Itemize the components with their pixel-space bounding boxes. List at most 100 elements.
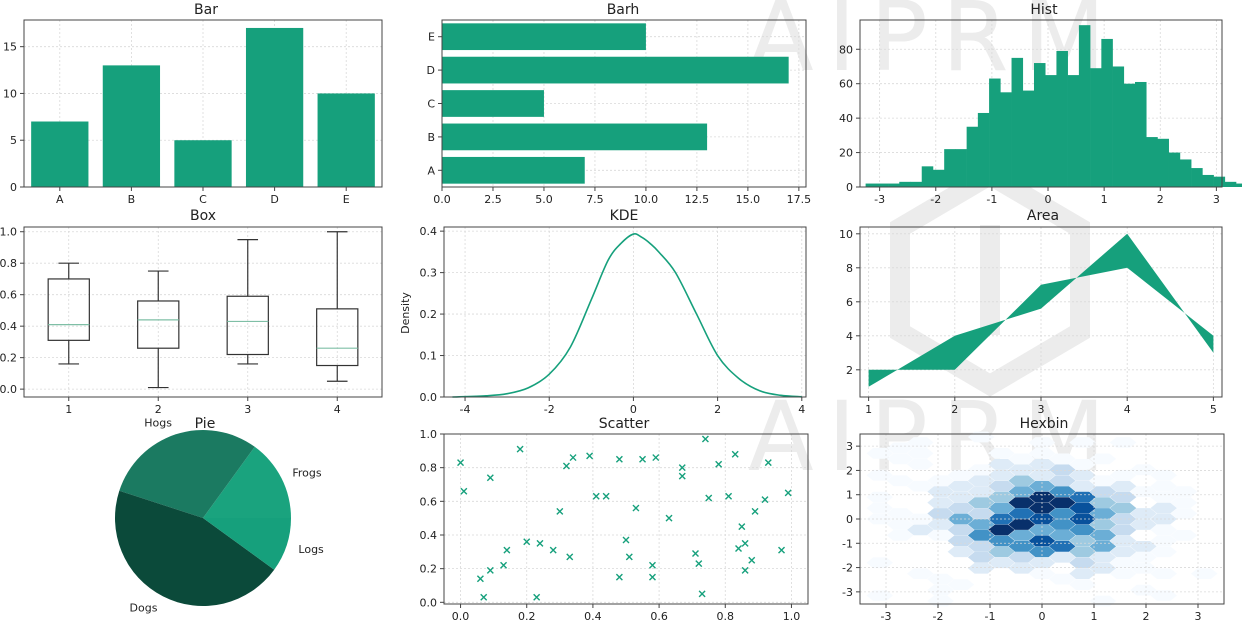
scatter-ytick-label: 1.0 bbox=[420, 428, 438, 441]
box-xtick-label: 1 bbox=[65, 403, 72, 416]
hist-bin bbox=[888, 183, 900, 187]
hexbin-cell bbox=[1130, 519, 1157, 530]
hexbin-cell bbox=[1049, 551, 1076, 563]
bar-ytick-label: 0 bbox=[10, 181, 17, 194]
box-body bbox=[137, 300, 180, 349]
pie-label: Frogs bbox=[292, 466, 322, 479]
scatter-point bbox=[731, 450, 739, 458]
barh-marks bbox=[442, 23, 789, 184]
hist-xtick-label: -3 bbox=[874, 193, 885, 206]
hexbin-cell bbox=[967, 519, 995, 530]
hexbin-cell bbox=[1150, 469, 1177, 481]
hist-bin bbox=[1213, 176, 1226, 187]
barh-E bbox=[442, 23, 646, 51]
bar-chart: Bar 0 5 10 15 A B C D E bbox=[3, 2, 383, 206]
hexbin-cell bbox=[927, 573, 954, 585]
hist-bin bbox=[1224, 181, 1237, 187]
hist-xtick-label: 2 bbox=[1157, 193, 1164, 206]
scatter-point bbox=[695, 560, 703, 568]
hexbin-ytick-label: 0 bbox=[846, 513, 853, 526]
hist-marks bbox=[865, 25, 1242, 188]
scatter-point bbox=[536, 539, 544, 547]
bar-D bbox=[245, 27, 304, 188]
hexbin-cell bbox=[1049, 530, 1076, 541]
scatter-point bbox=[639, 455, 647, 463]
hexbin-title: Hexbin bbox=[1020, 416, 1069, 432]
hist-xtick-label: 3 bbox=[1213, 193, 1220, 206]
hexbin-cell bbox=[947, 469, 975, 481]
hexbin-cell bbox=[1069, 546, 1096, 558]
hist-ytick-label: 80 bbox=[839, 43, 853, 56]
hexbin-cell bbox=[1109, 469, 1137, 481]
hexbin-cell bbox=[947, 579, 975, 590]
hexbin-cell bbox=[886, 442, 914, 454]
barh-xtick-label: 2.5 bbox=[484, 193, 502, 206]
hist-bin bbox=[1045, 75, 1057, 187]
scatter-point bbox=[691, 550, 699, 557]
hexbin-ytick-label: -1 bbox=[842, 537, 853, 550]
hist-bin bbox=[865, 183, 878, 187]
scatter-point bbox=[648, 561, 656, 569]
hexbin-cell bbox=[947, 546, 975, 558]
scatter-point bbox=[778, 546, 786, 554]
box-ytick-label: 0.4 bbox=[0, 320, 17, 333]
pie-slice-hogs bbox=[119, 430, 255, 518]
hexbin-cell bbox=[907, 458, 934, 470]
scatter-point bbox=[523, 538, 531, 546]
hexbin-cell bbox=[1089, 530, 1117, 541]
scatter-point bbox=[457, 459, 465, 467]
hist-bin bbox=[977, 112, 990, 187]
barh-ytick-label: D bbox=[427, 64, 435, 77]
hexbin-cell bbox=[1130, 508, 1157, 519]
hexbin-cell bbox=[1069, 557, 1096, 569]
scatter-point bbox=[665, 514, 673, 522]
hexbin-cell bbox=[1130, 562, 1157, 574]
hexbin-cell bbox=[1049, 464, 1076, 476]
bar-E bbox=[317, 93, 375, 187]
hexbin-cell bbox=[1008, 453, 1035, 465]
bar-ticks: 0 5 10 15 A B C D E bbox=[3, 41, 350, 206]
hexbin-ytick-label: -3 bbox=[842, 586, 853, 599]
box-ticks: 0.0 0.2 0.4 0.6 0.8 1.0 1 2 3 4 bbox=[0, 226, 341, 416]
hist-bin bbox=[899, 181, 911, 187]
hexbin-frame bbox=[859, 433, 1225, 605]
hexbin-cell bbox=[1150, 524, 1177, 536]
hexbin-cell bbox=[1150, 502, 1177, 514]
hexbin-cell bbox=[1150, 546, 1177, 558]
scatter-point bbox=[715, 460, 723, 468]
scatter-ytick-label: 0.4 bbox=[420, 529, 438, 542]
scatter-point bbox=[738, 523, 746, 531]
kde-chart: KDE Density -4 -2 0 2 4 0.0 0.1 0.2 0.3 0.4 bbox=[399, 208, 807, 416]
hist-ytick-label: 20 bbox=[839, 147, 853, 160]
hexbin-cell bbox=[1008, 464, 1035, 476]
pie-title: Pie bbox=[195, 416, 216, 432]
barh-ticks: 0.0 2.5 5.0 7.5 10.0 12.5 15.0 17.5 A B C D E bbox=[427, 31, 812, 206]
hexbin-cell bbox=[1089, 475, 1117, 487]
hexbin-cell bbox=[988, 448, 1015, 459]
hist-bin bbox=[1123, 83, 1136, 187]
barh-frame bbox=[441, 19, 807, 188]
box-ytick-label: 0.2 bbox=[0, 352, 17, 365]
hist-bin bbox=[1078, 25, 1091, 187]
box-frame bbox=[23, 226, 383, 398]
hist-bin bbox=[932, 169, 945, 187]
hexbin-cell bbox=[988, 546, 1015, 558]
hexbin-cell bbox=[866, 513, 894, 525]
scatter-point bbox=[486, 474, 494, 482]
scatter-point bbox=[632, 504, 640, 512]
hexbin-cell bbox=[1069, 480, 1096, 492]
box-ytick-label: 1.0 bbox=[0, 226, 17, 239]
kde-title: KDE bbox=[610, 208, 639, 224]
scatter-point bbox=[622, 536, 630, 544]
area-xtick-label: 1 bbox=[865, 403, 872, 416]
hexbin-cell bbox=[927, 497, 954, 508]
hexbin-ytick-label: 1 bbox=[846, 489, 853, 502]
scatter-point bbox=[586, 452, 594, 460]
scatter-xtick-label: 0.8 bbox=[717, 610, 735, 620]
scatter-point bbox=[648, 573, 656, 581]
scatter-point bbox=[784, 489, 792, 497]
hexbin-cell bbox=[967, 486, 995, 498]
hexbin-cell bbox=[1049, 475, 1076, 487]
barh-C bbox=[442, 90, 544, 117]
hexbin-ticks: -3 -2 -1 0 1 2 3 -3 -2 -1 0 1 2 3 bbox=[842, 440, 1201, 620]
